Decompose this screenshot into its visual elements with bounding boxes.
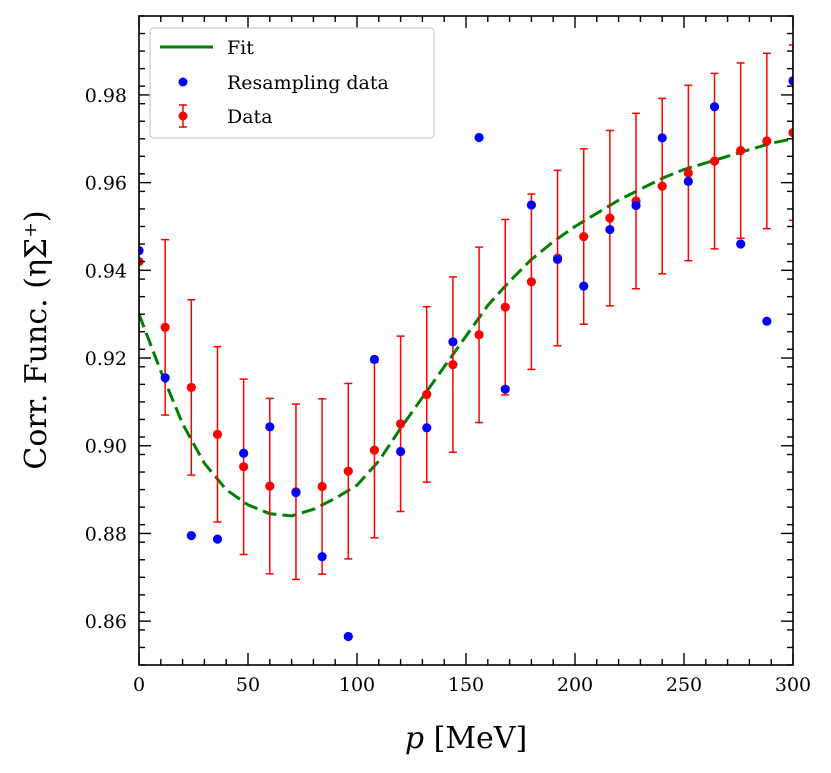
resampling-point-10: [396, 446, 406, 457]
legend-data-label: Data: [227, 106, 273, 128]
resampling-point-5: [265, 422, 275, 432]
x-axis-label: p [MeV]: [405, 721, 527, 756]
data-point-15: [526, 277, 537, 287]
fit-line: [139, 137, 793, 518]
data-series: [139, 128, 793, 497]
data-point-12: [448, 360, 458, 370]
data-point-13: [474, 330, 484, 340]
legend-frame: [149, 27, 435, 139]
data-point-5: [265, 481, 275, 491]
resampling-point-15: [526, 200, 537, 210]
resampling-point-16: [552, 254, 563, 264]
data-point-11: [422, 389, 432, 400]
y-tick-label: 0.98: [85, 85, 127, 107]
axis-ticks: [138, 15, 794, 666]
y-tick-label: 0.96: [85, 173, 127, 195]
resampling-point-2: [186, 531, 196, 541]
data-point-25: [788, 128, 793, 138]
resampling-point-6: [291, 488, 301, 498]
y-tick-label: 0.86: [85, 611, 127, 633]
y-tick-label: 0.94: [85, 260, 127, 282]
resampling-point-4: [239, 448, 249, 458]
legend-resampling-label: Resampling data: [227, 72, 389, 94]
legend-fit-label: Fit: [227, 37, 254, 59]
data-point-17: [579, 231, 589, 242]
resampling-point-18: [605, 224, 615, 235]
data-point-24: [762, 136, 772, 146]
y-tick-labels: 0.86 0.88 0.90 0.92 0.94 0.96 0.98: [85, 85, 127, 633]
data-point-23: [736, 146, 746, 156]
data-point-1: [160, 322, 170, 332]
y-axis-label: Corr. Func. (ηΣ⁺): [19, 210, 54, 469]
resampling-point-7: [317, 552, 327, 562]
data-point-18: [605, 213, 615, 223]
x-tick-label: 200: [557, 674, 593, 696]
resampling-point-3: [212, 534, 223, 544]
legend-data-swatch: [178, 104, 188, 128]
data-point-14: [500, 302, 510, 312]
resampling-series: [139, 76, 793, 642]
resampling-point-8: [343, 631, 353, 642]
fit-series: [139, 137, 793, 518]
x-tick-label: 300: [775, 674, 811, 696]
data-point-22: [709, 156, 720, 166]
resampling-point-9: [369, 354, 380, 364]
resampling-point-17: [579, 281, 589, 291]
x-tick-label: 100: [339, 674, 375, 696]
resampling-point-11: [422, 423, 432, 433]
resampling-point-1: [160, 373, 170, 383]
x-tick-label: 250: [666, 674, 702, 696]
x-axis-unit: [MeV]: [434, 721, 528, 756]
data-point-9: [369, 445, 380, 455]
resampling-point-25: [788, 76, 793, 86]
x-tick-label: 50: [236, 674, 260, 696]
data-point-3: [212, 429, 223, 439]
x-tick-label: 150: [448, 674, 484, 696]
data-point-4: [239, 462, 249, 472]
y-tick-label: 0.92: [85, 348, 127, 370]
resampling-point-14: [500, 384, 510, 394]
resampling-point-0: [139, 246, 144, 256]
legend-resampling-swatch: [178, 77, 188, 87]
data-layer: [139, 44, 793, 642]
resampling-point-20: [657, 133, 667, 143]
resampling-point-19: [631, 200, 641, 211]
data-point-20: [657, 181, 667, 191]
data-point-21: [683, 168, 693, 178]
data-point-7: [317, 481, 327, 492]
resampling-point-13: [474, 132, 484, 143]
errorbar-25: [789, 44, 793, 222]
resampling-point-22: [709, 102, 720, 112]
data-point-8: [343, 466, 353, 476]
resampling-point-23: [736, 239, 746, 249]
resampling-point-12: [448, 337, 458, 347]
data-point-10: [396, 419, 406, 429]
resampling-point-24: [762, 316, 772, 326]
x-tick-label: 0: [133, 674, 145, 696]
x-axis-variable: p: [405, 721, 424, 756]
y-tick-label: 0.88: [85, 523, 127, 545]
legend: Fit Resampling data Data: [149, 27, 435, 139]
data-point-2: [186, 382, 196, 393]
x-tick-labels: 0 50 100 150 200 250 300: [133, 674, 811, 696]
y-tick-label: 0.90: [85, 436, 127, 458]
resampling-point-21: [683, 176, 693, 186]
plot-frame: [138, 15, 794, 666]
